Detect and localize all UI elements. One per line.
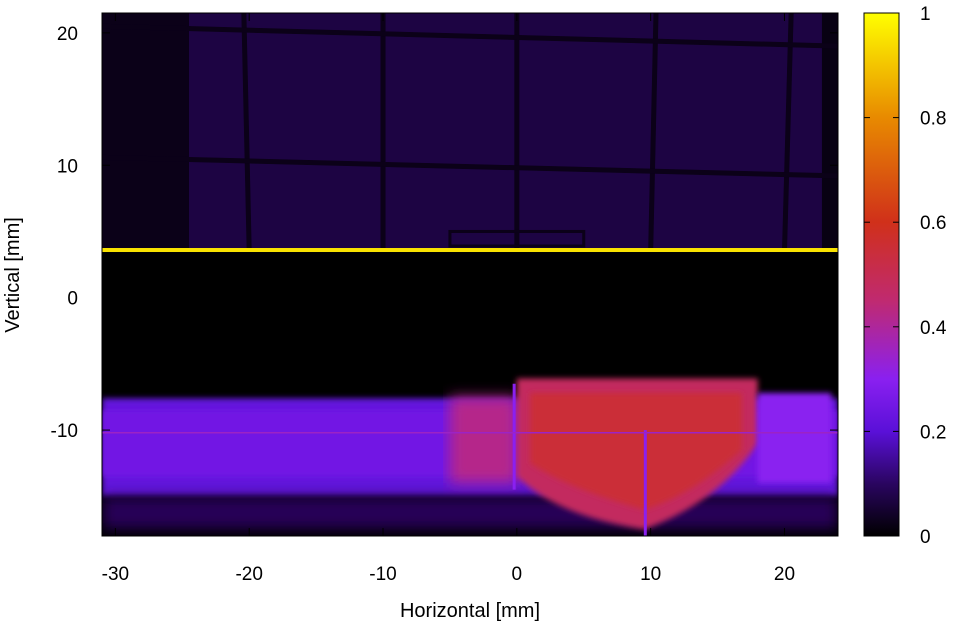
x-tick-label: -30 xyxy=(102,564,129,585)
central-hot-region-core xyxy=(530,393,742,510)
y-axis-label: Vertical [mm] xyxy=(2,217,24,333)
y-tick-label: 20 xyxy=(57,24,78,45)
plot-frame xyxy=(101,12,839,537)
colorbar-tick-label: 0.8 xyxy=(920,109,946,130)
lower-beam-glow xyxy=(102,496,838,530)
small-rect-shadow xyxy=(448,229,586,248)
grid-shadow-vertical xyxy=(241,13,252,252)
x-tick-label: 0 xyxy=(512,564,523,585)
heatmap-image xyxy=(102,13,838,536)
colorbar-tick-label: 0 xyxy=(920,527,931,548)
dark-gap xyxy=(102,252,838,397)
y-tick-label: -10 xyxy=(51,421,78,442)
upper-right-dark-strip xyxy=(821,13,838,252)
transition-glow xyxy=(449,396,517,484)
x-axis-ticks: -30 -20 -10 0 10 20 xyxy=(102,13,795,585)
x-axis-label: Horizontal [mm] xyxy=(400,600,540,622)
x-tick-label: 20 xyxy=(774,564,795,585)
y-tick-label: 0 xyxy=(67,289,78,310)
y-axis-ticks: -10 0 10 20 xyxy=(51,24,838,442)
colorbar-ticks: 0 0.2 0.4 0.6 0.8 1 xyxy=(864,4,947,548)
colorbar xyxy=(863,12,900,537)
grid-shadow-horizontal xyxy=(102,23,838,49)
x-tick-label: -10 xyxy=(369,564,396,585)
grid-shadow-vertical xyxy=(781,13,794,252)
x-tick-label: 10 xyxy=(640,564,661,585)
grid-shadow-vertical xyxy=(648,13,659,252)
colorbar-tick-label: 0.4 xyxy=(920,318,947,339)
colorbar-tick-label: 0.2 xyxy=(920,422,946,443)
upper-background-grid xyxy=(102,13,838,252)
y-tick-label: 10 xyxy=(57,156,78,177)
right-side-bump xyxy=(757,393,832,484)
grid-shadow-horizontal xyxy=(102,154,838,179)
bright-edge-line xyxy=(102,248,838,253)
colorbar-tick-label: 1 xyxy=(920,4,931,25)
colorbar-tick-label: 0.6 xyxy=(920,213,946,234)
upper-left-dark-strip xyxy=(102,13,189,252)
x-tick-label: -20 xyxy=(235,564,262,585)
